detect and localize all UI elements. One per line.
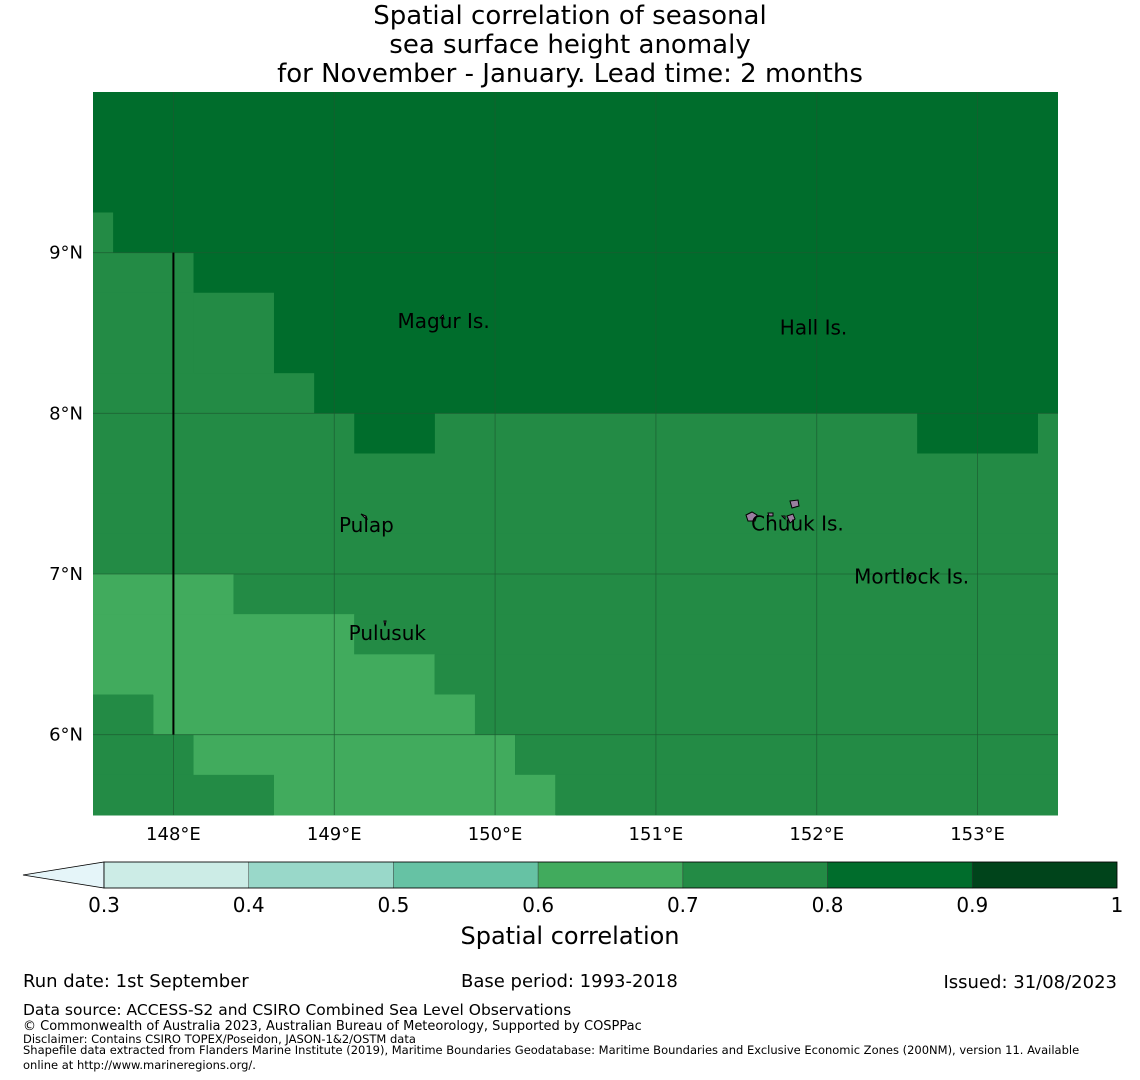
island-outlines [360, 314, 912, 627]
correlation-cell-row-5-seg-2 [1037, 413, 1058, 454]
colorbar-tick-2: 0.5 [378, 893, 410, 917]
correlation-cell-row-10-seg-1 [354, 614, 1059, 655]
correlation-cell-row-13-seg-0 [93, 734, 194, 776]
correlation-cell-row-11-seg-1 [434, 654, 1058, 695]
place-label-2: Pulap [339, 513, 394, 537]
data-source: Data source: ACCESS-S2 and CSIRO Combine… [23, 1001, 572, 1019]
correlation-cell-row-12-seg-2 [474, 694, 1059, 736]
correlation-cell-row-12-seg-1 [153, 694, 475, 736]
correlation-cell-row-0-seg-0 [93, 212, 114, 254]
chuuk-island-shape-4 [767, 512, 774, 517]
colorbar-label: Spatial correlation [460, 922, 680, 950]
graticule [93, 92, 1058, 815]
lat-tick-label-2: 7°N [49, 564, 83, 585]
disclaimer: Disclaimer: Contains CSIRO TOPEX/Poseido… [23, 1032, 416, 1046]
correlation-cell-row-14-seg-2 [555, 774, 1058, 816]
colorbar-bin-4 [682, 861, 828, 889]
colorbar-extend-triangle [22, 861, 105, 889]
correlation-patch-0 [193, 292, 274, 374]
pulap-island-shape [360, 513, 368, 520]
colorbar-bin-3 [537, 861, 684, 889]
colorbar-bin-1 [248, 861, 394, 889]
lat-tick-label-3: 6°N [49, 725, 83, 746]
chuuk-island-shape-5 [780, 515, 786, 521]
correlation-cell-row-10-seg-0 [93, 614, 355, 655]
lon-tick-label-0: 148°E [146, 824, 201, 845]
colorbar-bin-2 [393, 861, 539, 889]
correlation-grid-cells [93, 92, 1059, 816]
colorbar-bin-0 [103, 861, 250, 889]
lon-tick-label-1: 149°E [307, 824, 362, 845]
magur-island-shape [439, 314, 445, 320]
lon-tick-label-3: 151°E [629, 824, 684, 845]
colorbar-bin-5 [827, 861, 973, 889]
colorbar-tick-6: 0.9 [956, 893, 988, 917]
colorbar: 0.3 0.4 0.5 0.6 0.7 0.8 0.9 1 [22, 861, 1124, 917]
chuuk-island-shape-3 [786, 513, 796, 524]
correlation-patch-1 [354, 413, 435, 454]
issued-date: Issued: 31/08/2023 [943, 972, 1117, 993]
correlation-cell-row-13-seg-1 [193, 734, 516, 776]
correlation-cell-row-7-seg-0 [93, 493, 1058, 535]
place-label-3: Chuuk Is. [751, 512, 844, 536]
title-line-1: Spatial correlation of seasonal [373, 1, 767, 31]
lon-tick-label-5: 153°E [950, 824, 1005, 845]
colorbar-tick-4: 0.7 [667, 893, 699, 917]
colorbar-frame [103, 861, 1118, 889]
lon-tick-label-2: 150°E [468, 824, 523, 845]
colorbar-tick-0: 0.3 [88, 893, 120, 917]
place-label-4: Mortlock Is. [854, 565, 969, 589]
correlation-cell-row-8-seg-0 [93, 533, 1058, 575]
place-label-0: Magur Is. [398, 309, 490, 333]
correlation-cell-row-9-seg-1 [233, 574, 1058, 615]
correlation-cell-row-5-seg-0 [93, 413, 355, 454]
lat-tick-label-0: 9°N [49, 243, 83, 264]
shapefile-credit-line-1: Shapefile data extracted from Flanders M… [23, 1043, 1080, 1057]
mortlock-island-shape [907, 574, 912, 581]
colorbar-tick-1: 0.4 [233, 893, 265, 917]
lon-tick-label-4: 152°E [789, 824, 844, 845]
colorbar-tick-7: 1 [1111, 893, 1124, 917]
correlation-map: Magur Is. Hall Is. Pulap Chuuk Is. Mortlock … [22, 92, 1124, 917]
title-line-2: sea surface height anomaly [389, 30, 751, 60]
chuuk-island-shape-1 [745, 511, 758, 522]
correlation-cell-row-6-seg-0 [93, 453, 1058, 495]
place-label-1: Hall Is. [780, 316, 847, 340]
correlation-cell-row-1-seg-0 [93, 252, 194, 294]
shapefile-credit-line-2: online at http://www.marineregions.org/. [23, 1058, 256, 1072]
correlation-cell-row-14-seg-1 [273, 774, 556, 816]
colorbar-tick-5: 0.8 [812, 893, 844, 917]
place-labels: Magur Is. Hall Is. Pulap Chuuk Is. Mortlock … [339, 309, 969, 645]
correlation-cell-row-12-seg-0 [93, 694, 154, 736]
correlation-cell-row-13-seg-2 [515, 734, 1058, 776]
copyright-notice: © Commonwealth of Australia 2023, Austra… [23, 1019, 642, 1034]
run-date: Run date: 1st September [23, 971, 249, 992]
correlation-cell-row-9-seg-0 [93, 574, 234, 615]
title-line-3: for November - January. Lead time: 2 mon… [277, 59, 863, 89]
correlation-cell-row-4-seg-0 [93, 373, 315, 414]
colorbar-bin-6 [971, 861, 1118, 889]
map-title: Spatial correlation of seasonal sea surf… [0, 2, 1140, 89]
correlation-cell-row-11-seg-0 [93, 654, 435, 695]
base-period: Base period: 1993-2018 [461, 971, 678, 992]
lat-tick-label-1: 8°N [49, 403, 83, 424]
pulusuk-island-shape [383, 620, 387, 627]
correlation-cell-row-5-seg-1 [434, 413, 918, 454]
axis-tick-labels: 148°E 149°E 150°E 151°E 152°E 153°E 9°N 8°N 7°N 6… [49, 243, 1005, 845]
place-label-5: Pulusuk [349, 621, 427, 645]
correlation-cell-row-14-seg-0 [93, 774, 274, 816]
chuuk-island-shape-2 [789, 499, 800, 509]
colorbar-tick-3: 0.6 [522, 893, 554, 917]
